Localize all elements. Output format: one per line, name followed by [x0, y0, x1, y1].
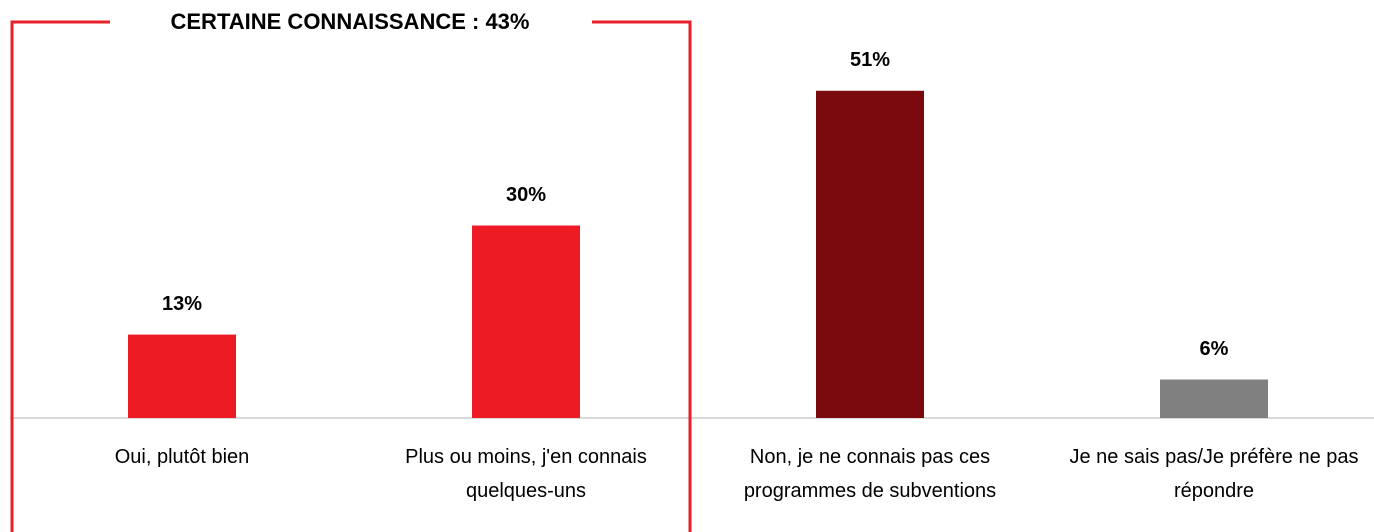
value-label: 51% [850, 49, 890, 71]
value-label: 30% [506, 184, 546, 206]
category-label: Non, je ne connais pas ces programmes de… [743, 446, 997, 502]
bar [472, 225, 580, 418]
value-label: 6% [1200, 338, 1229, 360]
value-label: 13% [162, 293, 202, 315]
category-label: Oui, plutôt bien [114, 446, 250, 468]
bar [816, 90, 924, 418]
group-box [592, 20, 692, 532]
bar [1160, 379, 1268, 418]
group-label: CERTAINE CONNAISSANCE : 43% [171, 9, 530, 34]
category-label: Je ne sais pas/Je préfère ne pas répondr… [1069, 446, 1359, 502]
bar [128, 334, 236, 418]
category-label: Plus ou moins, j'en connais quelques-uns [405, 446, 647, 502]
group-box [10, 20, 110, 532]
